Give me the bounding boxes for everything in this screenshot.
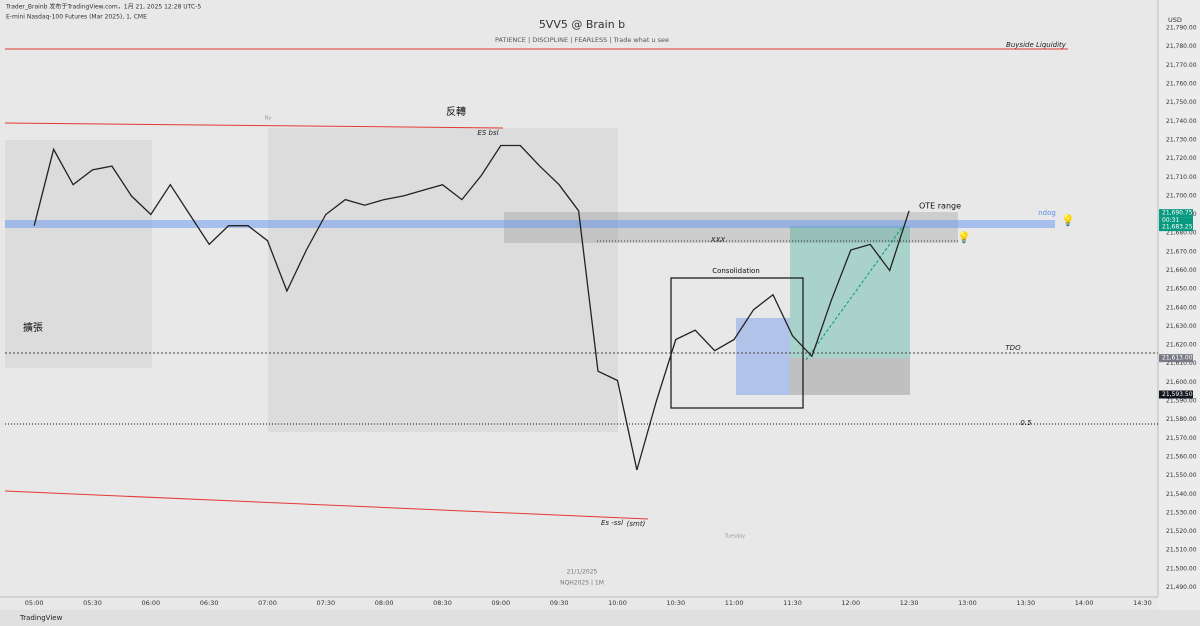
price-tag-label: 21,683.25 bbox=[1162, 224, 1193, 231]
y-tick-label: 21,670.00 bbox=[1166, 248, 1197, 255]
ote-line bbox=[805, 225, 904, 361]
y-tick-label: 21,750.00 bbox=[1166, 99, 1197, 106]
annotation: Es -ssl bbox=[601, 519, 623, 527]
countdown-box bbox=[1159, 217, 1193, 225]
x-tick-label: 05:00 bbox=[25, 599, 44, 607]
trend-line bbox=[4, 490, 649, 520]
subtitle: PATIENCE | DISCIPLINE | FEARLESS | Trade… bbox=[495, 36, 669, 44]
x-tick-label: 11:00 bbox=[725, 599, 744, 607]
annotation: 21/1/2025 bbox=[567, 569, 598, 576]
y-tick-label: 21,550.00 bbox=[1166, 472, 1197, 479]
y-tick-label: 21,500.00 bbox=[1166, 565, 1197, 572]
y-tick-label: 21,780.00 bbox=[1166, 43, 1197, 50]
price-tag-label: 21,593.50 bbox=[1162, 391, 1193, 398]
y-tick-label: 21,620.00 bbox=[1166, 342, 1197, 349]
y-tick-label: 21,680.00 bbox=[1166, 230, 1197, 237]
y-tick-label: 21,760.00 bbox=[1166, 81, 1197, 88]
annotation: TDO bbox=[1005, 344, 1021, 352]
y-tick-label: 21,640.00 bbox=[1166, 304, 1197, 311]
y-tick-label: 21,730.00 bbox=[1166, 136, 1197, 143]
y-tick-label: 21,770.00 bbox=[1166, 62, 1197, 69]
x-tick-label: 09:30 bbox=[550, 599, 569, 607]
x-tick-label: 06:30 bbox=[200, 599, 219, 607]
y-tick-label: 21,700.00 bbox=[1166, 192, 1197, 199]
y-tick-label: 21,710.00 bbox=[1166, 174, 1197, 181]
x-tick-label: 06:00 bbox=[141, 599, 160, 607]
y-tick-label: 21,740.00 bbox=[1166, 118, 1197, 125]
price-tag bbox=[1159, 354, 1193, 363]
y-tick-label: 21,630.00 bbox=[1166, 323, 1197, 330]
title: 5VV5 @ Brain b bbox=[539, 18, 625, 31]
x-tick-label: 08:30 bbox=[433, 599, 452, 607]
y-tick-label: 21,610.00 bbox=[1166, 360, 1197, 367]
symbol-line: E-mini Nasdaq-100 Futures (Mar 2025), 1,… bbox=[6, 14, 147, 21]
x-tick-label: 09:00 bbox=[491, 599, 510, 607]
countdown: 00:31 bbox=[1162, 217, 1179, 224]
price-tag bbox=[1159, 390, 1193, 399]
y-tick-label: 21,600.00 bbox=[1166, 379, 1197, 386]
price-tag-label: 21,690.75 bbox=[1162, 210, 1193, 217]
bulb-icon: 💡 bbox=[957, 231, 971, 244]
x-tick-label: 13:30 bbox=[1016, 599, 1035, 607]
y-tick-label: 21,580.00 bbox=[1166, 416, 1197, 423]
x-tick-label: 07:30 bbox=[316, 599, 335, 607]
x-tick-label: 05:30 bbox=[83, 599, 102, 607]
stop-box bbox=[790, 358, 910, 395]
trend-line bbox=[4, 122, 504, 129]
y-tick-label: 21,570.00 bbox=[1166, 435, 1197, 442]
x-tick-label: 10:00 bbox=[608, 599, 627, 607]
x-tick-label: 14:00 bbox=[1075, 599, 1094, 607]
y-tick-label: 21,530.00 bbox=[1166, 509, 1197, 516]
annotation: XXX bbox=[710, 236, 726, 244]
annotation: 0.5 bbox=[1020, 419, 1032, 427]
currency: USD bbox=[1168, 16, 1182, 24]
x-tick-label: 11:30 bbox=[783, 599, 802, 607]
annotation: Consolidation bbox=[712, 267, 760, 275]
annotation: Buyside Liquidity bbox=[1006, 41, 1067, 49]
price-tag bbox=[1159, 209, 1193, 218]
footer-bar bbox=[0, 610, 1200, 626]
price-line bbox=[33, 144, 910, 471]
x-tick-label: 14:30 bbox=[1133, 599, 1152, 607]
annotation: ndog bbox=[1038, 209, 1056, 217]
annotation: ES bsl bbox=[477, 129, 498, 137]
ndog-band bbox=[5, 220, 1055, 228]
y-tick-label: 21,540.00 bbox=[1166, 491, 1197, 498]
session-box bbox=[5, 140, 152, 368]
y-tick-label: 21,590.00 bbox=[1166, 398, 1197, 405]
blue-box bbox=[736, 318, 790, 395]
x-tick-label: 12:00 bbox=[841, 599, 860, 607]
y-tick-label: 21,520.00 bbox=[1166, 528, 1197, 535]
price-tag bbox=[1159, 223, 1193, 232]
y-tick-label: 21,490.00 bbox=[1166, 584, 1197, 591]
y-tick-label: 21,790.00 bbox=[1166, 25, 1197, 32]
y-tick-label: 21,510.00 bbox=[1166, 547, 1197, 554]
annotation: (smt) bbox=[627, 520, 646, 528]
y-tick-label: 21,650.00 bbox=[1166, 286, 1197, 293]
x-tick-label: 10:30 bbox=[666, 599, 685, 607]
x-tick-label: 12:30 bbox=[900, 599, 919, 607]
y-tick-label: 21,720.00 bbox=[1166, 155, 1197, 162]
y-tick-label: 21,560.00 bbox=[1166, 453, 1197, 460]
annotation: OTE range bbox=[919, 202, 961, 211]
author-line: Trader_Brainb 发布于TradingView.com，1月 21, … bbox=[5, 3, 201, 11]
x-tick-label: 08:00 bbox=[375, 599, 394, 607]
annotation: Tuesday bbox=[724, 534, 745, 540]
annotation: 擴張 bbox=[23, 321, 43, 334]
price-axis bbox=[1158, 0, 1200, 610]
y-tick-label: 21,660.00 bbox=[1166, 267, 1197, 274]
bulb-icon: 💡 bbox=[1061, 214, 1075, 227]
x-tick-label: 07:00 bbox=[258, 599, 277, 607]
consolidation-box bbox=[670, 277, 804, 409]
price-tag-label: 21,613.00 bbox=[1162, 355, 1193, 362]
target-box bbox=[790, 226, 910, 358]
annotation: Ny bbox=[265, 116, 272, 122]
annotation: 反轉 bbox=[446, 105, 466, 118]
session-box bbox=[268, 128, 618, 432]
x-tick-label: 13:00 bbox=[958, 599, 977, 607]
brand: TradingView bbox=[19, 614, 63, 622]
annotation: NQH2025 | 1M bbox=[560, 580, 604, 587]
